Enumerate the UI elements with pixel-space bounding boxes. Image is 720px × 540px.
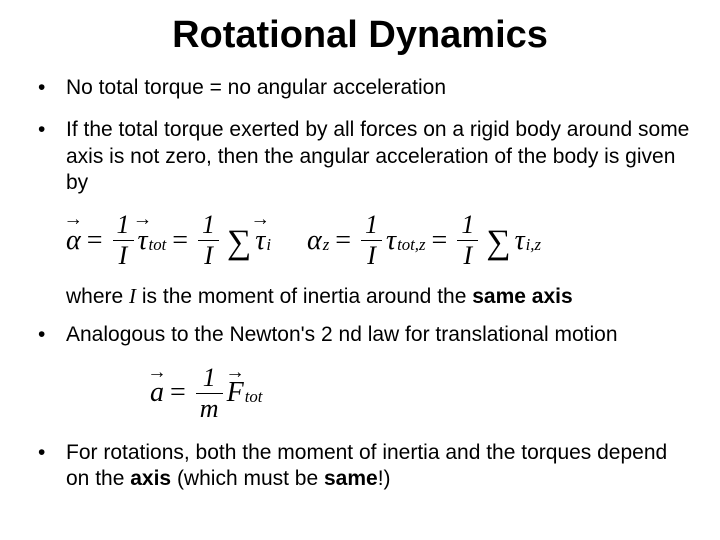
fraction-1-m: 1 m [196, 365, 223, 422]
tau-symbol: τ [515, 225, 525, 257]
equals-sign: = [166, 225, 194, 257]
bullet-list-2: Analogous to the Newton's 2 nd law for t… [30, 322, 690, 348]
equals-sign: = [426, 225, 454, 257]
text-b: (which must be [171, 467, 324, 490]
equals-sign: = [164, 377, 192, 409]
frac-den: m [196, 396, 223, 422]
fraction-1-I: 1 I [113, 212, 134, 269]
tau-symbol: τ [138, 225, 148, 257]
equation-alpha-z: αz = 1 I τtot,z = 1 I ∑ τi,z [307, 212, 541, 269]
equation-alpha-vector: α = 1 I τtot = 1 I ∑ τi [66, 212, 271, 269]
text-bold1: axis [130, 467, 171, 490]
text-b: is the moment of inertia around the [136, 285, 472, 308]
sub-tot: tot [148, 235, 167, 255]
frac-num: 1 [198, 212, 219, 238]
a-symbol: a [150, 377, 164, 409]
frac-num: 1 [361, 212, 382, 238]
equation-newton: a = 1 m Ftot [150, 365, 690, 422]
fraction-1-I: 1 I [361, 212, 382, 269]
slide-title: Rotational Dynamics [30, 14, 690, 57]
frac-den: I [363, 243, 380, 269]
sub-i: i [265, 235, 271, 255]
equals-sign: = [329, 225, 357, 257]
bullet-list: No total torque = no angular acceleratio… [30, 75, 690, 196]
text-a: where [66, 285, 129, 308]
sub-totz: tot,z [396, 235, 425, 255]
frac-num: 1 [113, 212, 134, 238]
frac-num: 1 [199, 365, 220, 391]
alpha-symbol: α [66, 225, 81, 257]
bullet-3-text: Analogous to the Newton's 2 nd law for t… [66, 323, 618, 346]
sub-iz: i,z [525, 235, 541, 255]
sub-tot: tot [244, 387, 263, 407]
bullet-1-text: No total torque = no angular acceleratio… [66, 76, 446, 99]
tau-symbol: τ [255, 225, 265, 257]
equation-row-2: a = 1 m Ftot [30, 365, 690, 422]
bullet-1: No total torque = no angular acceleratio… [30, 75, 690, 101]
equation-row-1: α = 1 I τtot = 1 I ∑ τi αz = 1 I [30, 212, 690, 269]
frac-den: I [200, 243, 217, 269]
text-c: !) [378, 467, 391, 490]
text-bold2: same [324, 467, 378, 490]
alpha-symbol: α [307, 225, 322, 257]
bullet-list-3: For rotations, both the moment of inerti… [30, 440, 690, 493]
tau-symbol: τ [386, 225, 396, 257]
bullet-2-text: If the total torque exerted by all force… [66, 118, 689, 194]
bullet-4: For rotations, both the moment of inerti… [30, 440, 690, 493]
frac-den: I [115, 243, 132, 269]
frac-num: 1 [457, 212, 478, 238]
equals-sign: = [81, 225, 109, 257]
text-bold: same axis [472, 285, 572, 308]
F-symbol: F [227, 377, 244, 409]
fraction-1-I: 1 I [457, 212, 478, 269]
frac-den: I [459, 243, 476, 269]
bullet-2-tail: where I is the moment of inertia around … [30, 283, 690, 310]
slide: Rotational Dynamics No total torque = no… [0, 0, 720, 540]
bullet-2: If the total torque exerted by all force… [30, 117, 690, 196]
fraction-1-I: 1 I [198, 212, 219, 269]
text-I: I [129, 284, 136, 308]
bullet-3: Analogous to the Newton's 2 nd law for t… [30, 322, 690, 348]
sub-z: z [322, 235, 330, 255]
sum-symbol: ∑ [482, 226, 514, 260]
